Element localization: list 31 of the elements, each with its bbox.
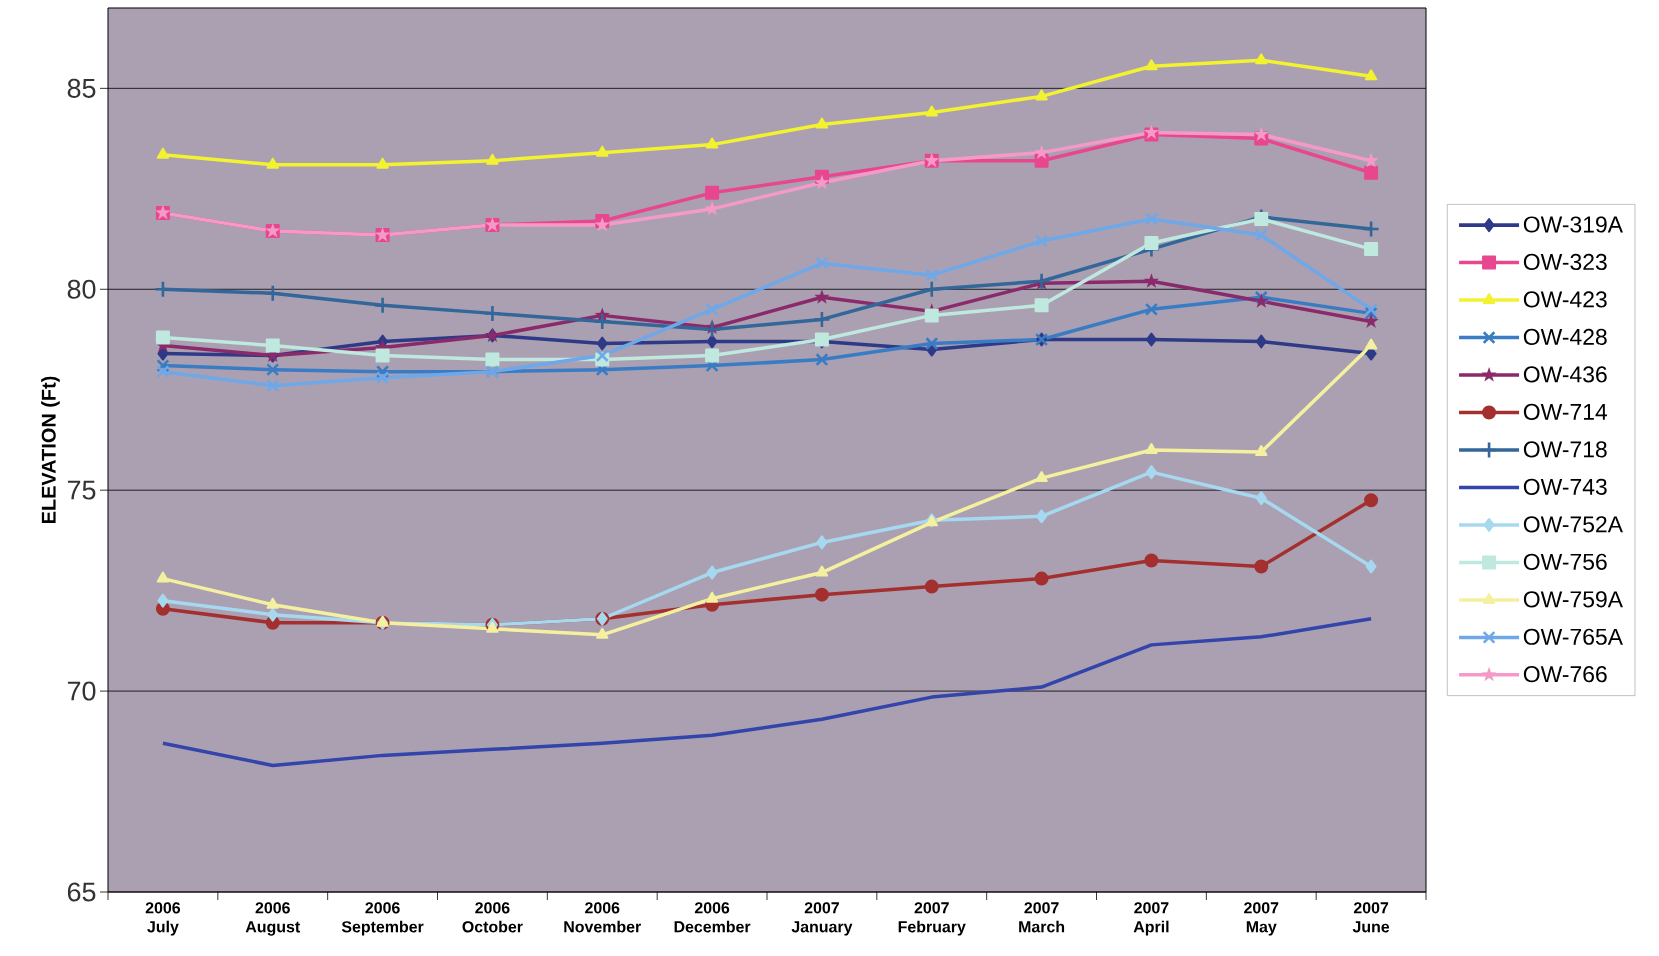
y-tick-label: 70 [67,681,96,701]
x-tick-label: 2007 January [791,902,853,936]
x-tick-label: 2006 November [564,902,641,933]
y-tick-label: 80 [67,279,96,299]
legend-label: OW-323 [1523,253,1607,271]
legend-label: OW-752A [1523,516,1623,533]
legend-label: OW-718 [1523,441,1607,458]
legend-label: OW-756 [1523,553,1607,570]
legend-label: OW-765A [1523,628,1623,645]
legend-label: OW-423 [1523,291,1607,308]
x-tick-label: 2006 December [674,902,751,933]
y-tick-label: 65 [67,882,96,902]
y-tick-label: 85 [67,78,96,98]
x-tick-label: 2007 April [1133,902,1169,936]
x-tick-label: 2007 June [1352,902,1390,933]
x-tick-label: 2006 September [341,902,424,936]
legend-label: OW-766 [1523,666,1607,683]
y-axis-title: ELEVATION (Ft) [41,376,60,524]
y-tick-label: 75 [67,480,96,500]
x-tick-label: 2007 February [898,902,966,936]
x-tick-label: 2006 July [145,902,181,936]
x-tick-label: 2006 August [245,902,300,936]
x-tick-label: 2007 March [1019,902,1065,933]
legend-label: OW-436 [1523,366,1607,383]
legend-label: OW-743 [1523,478,1607,495]
legend-label: OW-319A [1523,216,1623,233]
x-tick-label: 2007 May [1244,902,1279,936]
x-tick-label: 2006 October [462,902,523,933]
legend-label: OW-714 [1523,403,1608,420]
legend-label: OW-428 [1523,328,1607,346]
legend-label: OW-759A [1523,591,1623,608]
